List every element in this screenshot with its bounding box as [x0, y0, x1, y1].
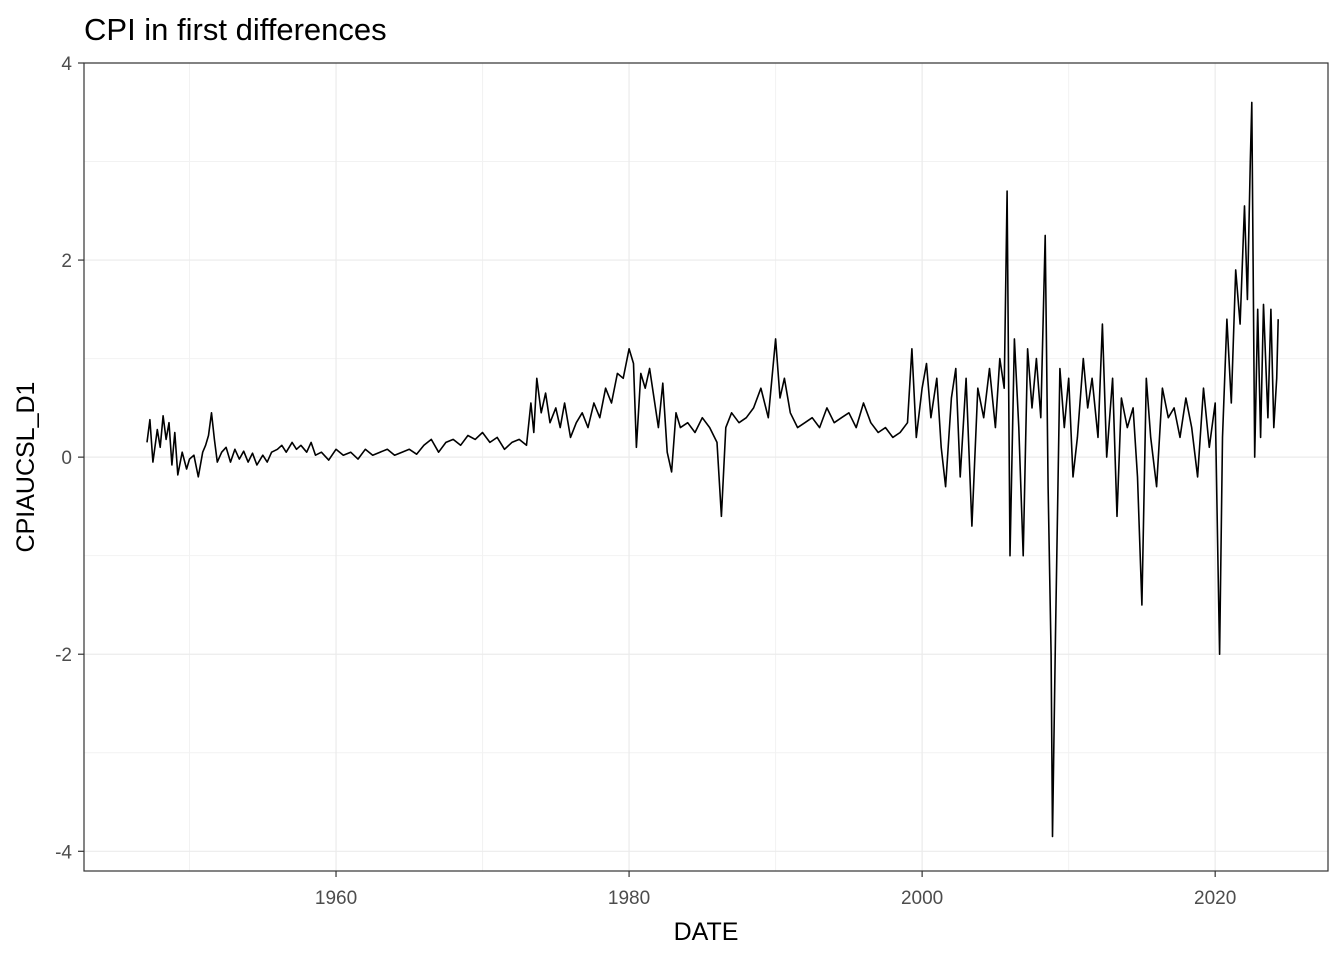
- chart-title: CPI in first differences: [84, 12, 387, 47]
- x-tick-label: 1980: [608, 888, 650, 909]
- x-tick-label: 1960: [315, 888, 357, 909]
- y-tick-label: 2: [61, 251, 72, 272]
- x-axis-title: DATE: [674, 918, 739, 946]
- plot-panel: [84, 63, 1328, 871]
- y-axis: -4 -2 0 2 4: [55, 54, 84, 863]
- x-axis: 1960 1980 2000 2020: [315, 871, 1236, 909]
- plot-border: [83, 62, 1329, 872]
- y-tick-label: -4: [55, 842, 72, 863]
- grid-minor: [84, 63, 1328, 871]
- y-tick-label: 0: [61, 448, 72, 469]
- y-tick-label: -2: [55, 645, 72, 666]
- x-tick-label: 2000: [901, 888, 943, 909]
- y-axis-title: CPIAUCSL_D1: [12, 382, 40, 553]
- data-line: [146, 101, 1279, 838]
- x-tick-label: 2020: [1194, 888, 1236, 909]
- y-tick-label: 4: [61, 54, 72, 75]
